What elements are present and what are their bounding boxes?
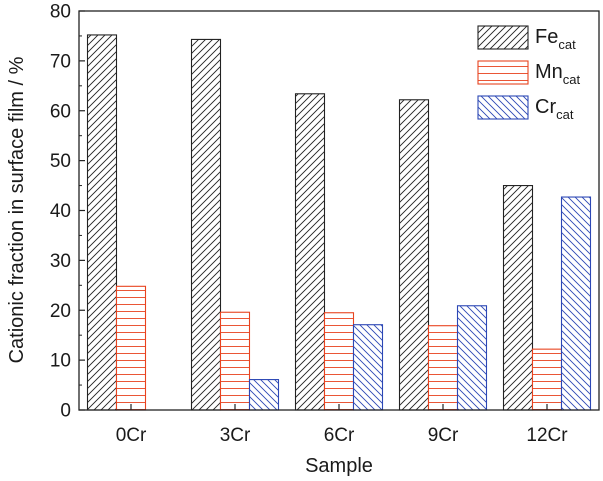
bar-cr-6cr (352, 324, 384, 411)
bar-fe-3cr (190, 38, 222, 411)
bar-cr-12cr (560, 196, 592, 411)
x-axis-title: Sample (305, 455, 373, 477)
bar-mn-6cr (323, 312, 355, 411)
legend-swatch-mn (477, 60, 529, 85)
bar-fe-6cr (294, 93, 326, 411)
x-tick-label: 9Cr (428, 425, 459, 446)
y-tick-label: 50 (50, 151, 71, 172)
x-tick-label: 6Cr (324, 425, 355, 446)
y-tick-label: 0 (60, 401, 71, 422)
x-tick-label: 12Cr (526, 425, 568, 446)
bar-mn-0cr (115, 285, 147, 411)
bar-cr-3cr (248, 379, 280, 411)
bar-mn-9cr (427, 325, 459, 411)
y-axis: 0 10 20 30 40 50 60 70 80 (50, 2, 85, 422)
y-tick-label: 80 (50, 2, 71, 23)
y-tick-label: 20 (50, 301, 71, 322)
bar-cr-9cr (456, 305, 488, 411)
x-axis: 0Cr 3Cr 6Cr 9Cr 12Cr (116, 404, 568, 446)
bar-mn-12cr (531, 348, 563, 411)
legend-label-cr: Crcat (535, 96, 574, 122)
bar-fe-0cr (86, 34, 118, 411)
bar-fe-12cr (502, 185, 534, 411)
legend-label-fe: Fecat (535, 26, 576, 52)
y-tick-label: 30 (50, 251, 71, 272)
bar-fe-9cr (398, 99, 430, 411)
y-tick-label: 60 (50, 101, 71, 122)
legend-swatch-cr (477, 95, 529, 120)
bar-mn-3cr (219, 311, 251, 411)
legend-label-mn: Mncat (535, 61, 581, 87)
y-tick-label: 70 (50, 51, 71, 72)
legend-swatch-fe (477, 25, 529, 50)
x-tick-label: 3Cr (220, 425, 251, 446)
y-axis-title: Cationic fraction in surface film / % (6, 56, 28, 363)
y-tick-label: 10 (50, 351, 71, 372)
legend: Fecat Mncat Crcat (477, 25, 581, 122)
y-tick-label: 40 (50, 201, 71, 222)
bars-group (86, 34, 592, 411)
x-tick-label: 0Cr (116, 425, 147, 446)
